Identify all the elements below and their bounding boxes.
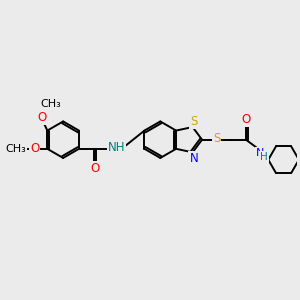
Text: CH₃: CH₃ [40,99,61,109]
Text: O: O [30,142,39,155]
Text: S: S [213,132,220,145]
Text: N: N [189,152,198,165]
Text: O: O [38,111,47,124]
Text: CH₃: CH₃ [6,144,26,154]
Text: O: O [90,162,100,175]
Text: NH: NH [108,141,125,154]
Text: O: O [242,113,251,126]
Text: N: N [256,148,264,158]
Text: H: H [260,152,268,162]
Text: S: S [190,115,197,128]
